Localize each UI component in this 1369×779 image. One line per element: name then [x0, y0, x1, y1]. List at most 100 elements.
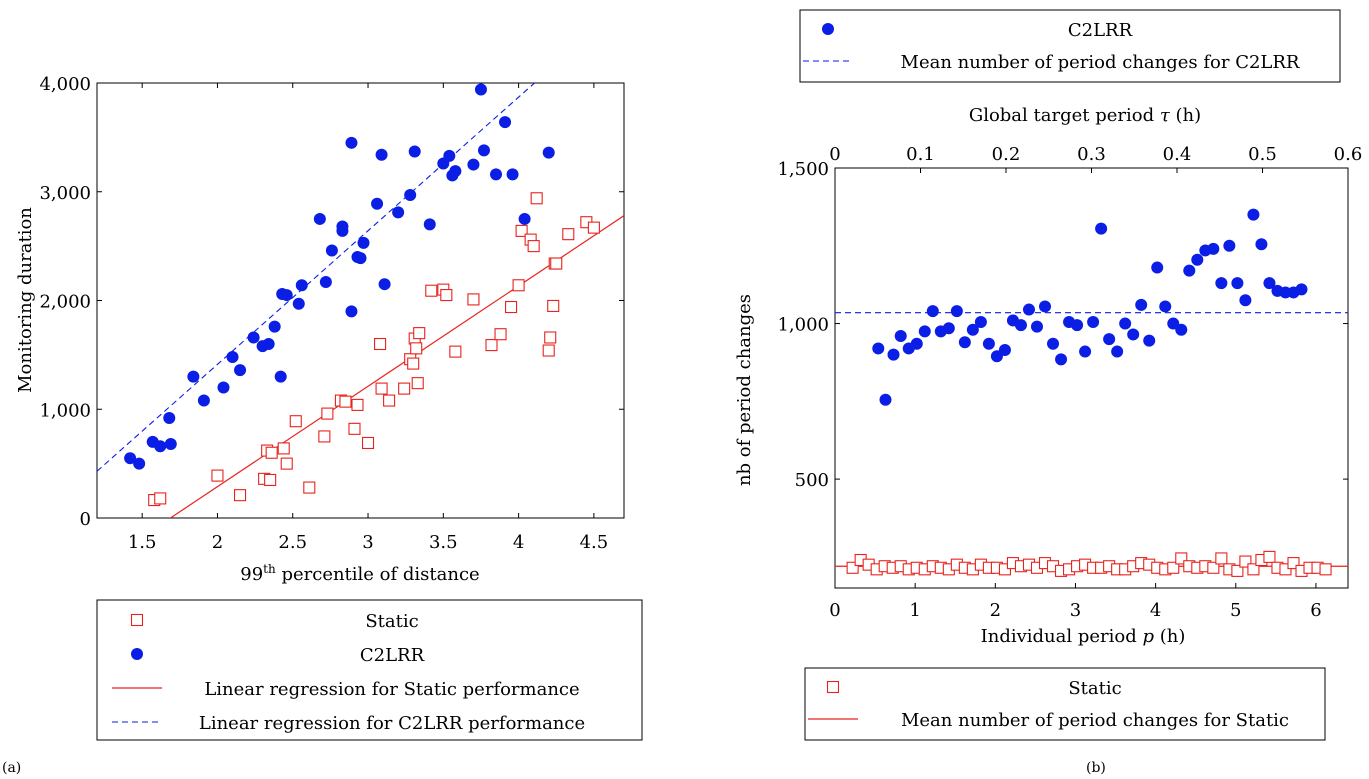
- chart-b-y-ticks: 500 1,000 1,500: [777, 159, 1348, 491]
- static-point: [550, 257, 563, 270]
- static-point: [361, 436, 375, 450]
- legend-marker-square: [826, 680, 840, 694]
- legend-label: Linear regression for Static performance: [204, 679, 579, 700]
- c2lrr-point: [345, 305, 358, 318]
- x-tick-label: 4.5: [580, 532, 609, 553]
- chart-a-x-ticks: 1.5 2 2.5 3 3.5 4 4.5: [128, 83, 608, 553]
- c2lrr-point: [325, 244, 338, 257]
- static-point: [1175, 552, 1188, 565]
- c2lrr-point: [226, 351, 239, 364]
- c2lrr-point: [1039, 300, 1052, 313]
- legend-label: Static: [365, 611, 418, 632]
- c2lrr-point: [1119, 317, 1132, 330]
- c2lrr-point: [336, 220, 349, 233]
- y-tick-label: 1,500: [777, 159, 829, 180]
- y-tick-label: 2,000: [39, 292, 91, 313]
- c2lrr-point: [274, 370, 287, 383]
- x-tick-label: 2: [212, 532, 223, 553]
- c2lrr-point: [1175, 323, 1188, 336]
- static-point: [1215, 552, 1228, 565]
- x-tick-label: 4: [513, 532, 524, 553]
- y-tick-label: 0: [80, 509, 91, 530]
- c2lrr-point: [313, 212, 326, 225]
- static-point: [544, 331, 557, 344]
- x-tick-label: 4: [1150, 600, 1161, 621]
- static-regression-line: [169, 215, 624, 518]
- y-tick-label: 500: [795, 470, 829, 491]
- c2lrr-point: [197, 394, 210, 407]
- static-point: [375, 382, 388, 395]
- static-point: [264, 473, 277, 486]
- static-point: [1231, 564, 1244, 577]
- static-point: [1287, 557, 1300, 570]
- c2lrr-point: [1095, 222, 1108, 235]
- static-point: [587, 221, 600, 234]
- c2lrr-point: [950, 305, 963, 318]
- legend-box: [96, 599, 643, 741]
- c2lrr-point: [133, 457, 146, 470]
- c2lrr-point: [910, 337, 923, 350]
- legend-label: Mean number of period changes for Static: [901, 710, 1289, 731]
- static-point: [562, 228, 575, 241]
- c2lrr-point: [1103, 333, 1116, 346]
- c2lrr-point: [1231, 277, 1244, 290]
- c2lrr-point: [1071, 319, 1084, 332]
- c2lrr-point: [164, 438, 177, 451]
- static-point: [339, 395, 352, 408]
- legend-label: Static: [1068, 678, 1121, 699]
- c2lrr-point: [879, 393, 892, 406]
- x-tick-label: 0: [829, 600, 840, 621]
- chart-a-x-axis-label: 99th percentile of distance: [240, 562, 479, 585]
- static-point: [398, 382, 411, 395]
- legend-label: Linear regression for C2LRR performance: [199, 713, 585, 734]
- c2lrr-regression-line: [97, 83, 536, 472]
- static-point: [425, 284, 438, 297]
- c2lrr-point: [1263, 277, 1276, 290]
- static-point: [1279, 563, 1292, 576]
- legend-label: Mean number of period changes for C2LRR: [901, 52, 1300, 73]
- x-tick-label: 3.5: [429, 532, 458, 553]
- c2lrr-point: [1247, 208, 1260, 221]
- legend-marker-circle: [131, 648, 143, 660]
- c2lrr-point: [1055, 353, 1068, 366]
- chart-a-y-ticks: 0 1,000 2,000 3,000 4,000: [39, 74, 624, 530]
- static-point: [383, 394, 396, 407]
- chart-a-legend: Static C2LRR Linear regression for Static …: [96, 599, 643, 741]
- static-point: [1263, 550, 1276, 563]
- c2lrr-point: [354, 252, 367, 265]
- y-tick-label: 1,000: [777, 315, 829, 336]
- c2lrr-point: [1151, 261, 1164, 274]
- chart-b-top-x-ticks: 0 0.1 0.2 0.3 0.4 0.5 0.6: [829, 144, 1362, 173]
- legend-marker-circle: [822, 23, 834, 35]
- chart-b-top-axis-label: Global target period τ (h): [969, 105, 1201, 126]
- c2lrr-point: [280, 289, 293, 302]
- static-point: [1207, 561, 1220, 574]
- static-point: [154, 492, 167, 505]
- c2lrr-point: [1087, 316, 1100, 328]
- y-tick-label: 1,000: [39, 400, 91, 421]
- c2lrr-point: [124, 452, 137, 465]
- top-x-tick-label: 0: [829, 144, 840, 165]
- static-point: [530, 192, 543, 205]
- c2lrr-point: [163, 411, 176, 424]
- x-tick-label: 5: [1230, 600, 1241, 621]
- x-tick-label: 1.5: [128, 532, 157, 553]
- legend-box: [804, 667, 1326, 741]
- c2lrr-point: [449, 165, 462, 178]
- static-point: [485, 339, 498, 352]
- c2lrr-point: [443, 149, 456, 162]
- chart-b-y-axis-label: nb of period changes: [734, 294, 755, 486]
- c2lrr-point: [262, 338, 275, 350]
- c2lrr-point: [1135, 298, 1148, 311]
- c2lrr-point: [408, 145, 421, 158]
- static-point: [440, 289, 453, 302]
- c2lrr-point: [247, 331, 260, 344]
- c2lrr-point: [1014, 319, 1027, 332]
- top-x-tick-label: 0.1: [906, 144, 935, 165]
- c2lrr-point: [982, 337, 995, 350]
- static-point: [407, 357, 420, 370]
- c2lrr-point: [371, 197, 384, 210]
- c2lrr-point: [966, 323, 979, 336]
- y-tick-label: 4,000: [39, 74, 91, 95]
- c2lrr-point: [292, 297, 305, 310]
